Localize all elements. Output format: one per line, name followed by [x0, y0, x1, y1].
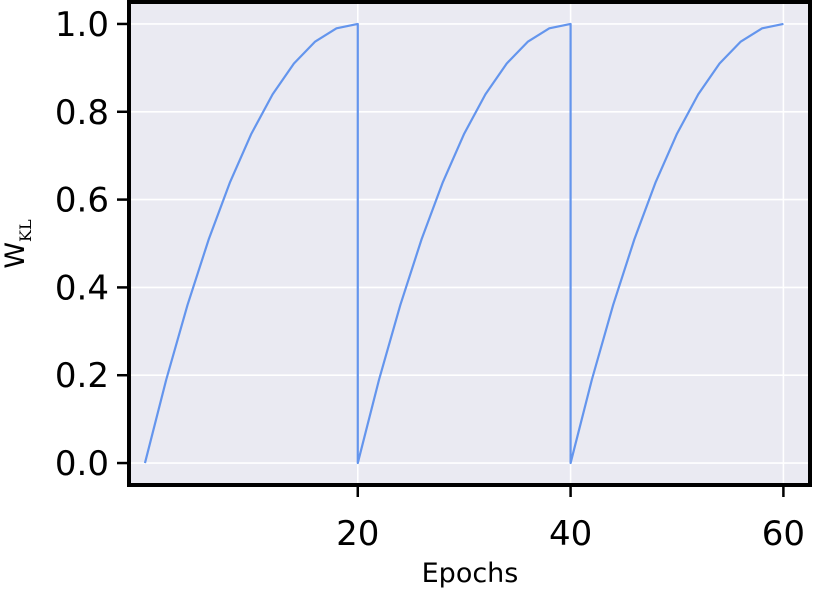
x-axis-title: Epochs: [422, 558, 519, 589]
ticks: 0.0 0.2 0.4 0.6 0.8 1.0 20 40 60: [55, 5, 805, 554]
svg-text:WKL: WKL: [0, 219, 35, 269]
x-tick-label: 60: [762, 514, 805, 554]
series-line: [143, 22, 784, 465]
plot-area: [129, 2, 810, 485]
y-tick-label: 0.0: [55, 444, 109, 484]
x-tick-label: 40: [549, 514, 592, 554]
y-tick-label: 0.4: [55, 268, 109, 308]
y-tick-label: 0.6: [55, 181, 109, 221]
y-tick-label: 0.8: [55, 93, 109, 133]
y-axis-title-main: W: [0, 242, 31, 269]
y-tick-label: 0.2: [55, 356, 109, 396]
plot-frame: [127, 0, 812, 487]
series-group: [143, 22, 784, 465]
y-axis-title-sub: KL: [16, 219, 35, 242]
y-tick-label: 1.0: [55, 5, 109, 45]
x-tick-label: 20: [336, 514, 379, 554]
y-axis-title: WKL: [0, 219, 35, 269]
